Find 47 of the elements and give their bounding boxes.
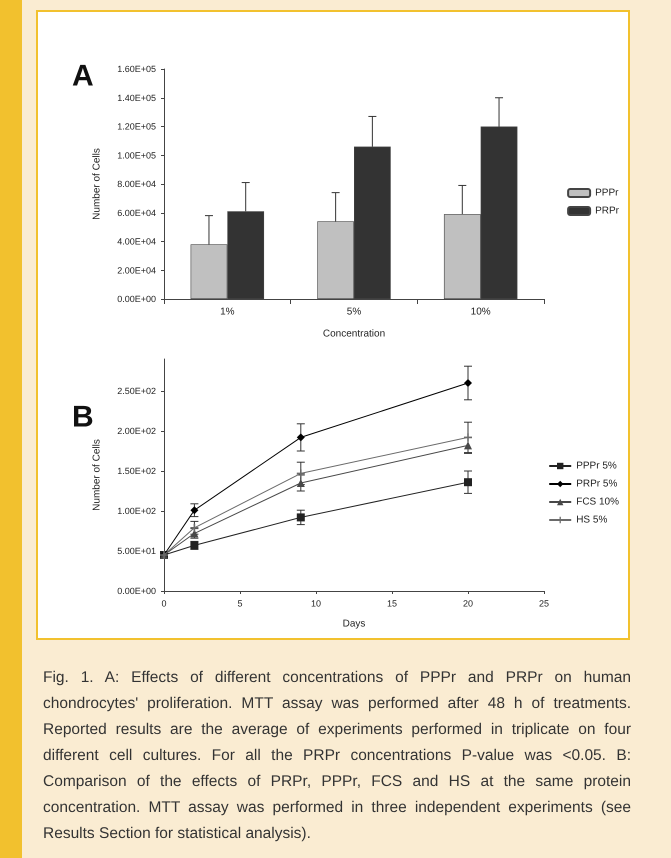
point xyxy=(464,478,472,486)
y-tick-label: 1.60E+05 xyxy=(117,64,156,74)
x-tick-label: 10 xyxy=(310,598,322,608)
x-tick-label: 5 xyxy=(237,598,243,608)
y-tick-label: 2.00E+04 xyxy=(117,265,156,276)
point xyxy=(190,524,198,532)
point xyxy=(296,433,305,442)
caption: Fig. 1. A: Effects of different concentrations of PPPr and PRPr on human chondrocytes' proliferation. MTT assay was performed after 48 h of treatments. Reported results are the average of experiments performed in triplicate on four different cell cultures. For all the PRPr concentrations P-value was <0.05. B: Comparison of the effects of PRPr, PPPr, FCS and HS at the same protein concentration. MTT assay was performed in three independent experiments (see Results Section for statistical analysis). xyxy=(43,668,631,844)
y-tick-label: 1.20E+05 xyxy=(117,122,156,132)
x-tick-label: 0 xyxy=(161,598,167,608)
point xyxy=(296,513,305,522)
y-tick-label: 6.00E+04 xyxy=(117,208,156,218)
y-tick-label: 4.00E+04 xyxy=(117,236,156,246)
legend-label: PPPr xyxy=(595,188,620,198)
x-tick-label: 20 xyxy=(462,598,474,608)
y-tick-label: 1.50E+02 xyxy=(117,466,156,476)
legend-label: FCS 10% xyxy=(576,496,620,508)
text: B xyxy=(72,400,94,434)
x-tick-label: 1% xyxy=(220,306,235,318)
y-axis-title: Number of Cells xyxy=(92,148,102,220)
y-tick-label: 5.00E+01 xyxy=(117,546,156,556)
legend-label: HS 5% xyxy=(576,514,608,526)
legend-label: PPPr 5% xyxy=(576,460,617,472)
y-tick-label: 1.00E+02 xyxy=(117,506,156,516)
x-axis-title: Days xyxy=(342,618,366,630)
y-tick-label: 0.00E+00 xyxy=(117,294,156,304)
y-tick-label: 1.40E+05 xyxy=(117,92,156,103)
point xyxy=(190,506,198,514)
point xyxy=(464,441,472,450)
point xyxy=(296,479,305,487)
x-tick-label: 10% xyxy=(470,306,491,318)
y-tick-label: 2.50E+02 xyxy=(117,386,156,396)
text: A xyxy=(72,60,94,92)
x-tick-label: 15 xyxy=(386,598,398,608)
x-tick-label: 25 xyxy=(538,598,550,608)
y-tick-label: 1.00E+05 xyxy=(117,150,156,160)
legend-label: PRPr 5% xyxy=(576,478,618,490)
y-tick-label: 8.00E+04 xyxy=(117,179,156,189)
legend-label: PRPr xyxy=(595,206,620,216)
point xyxy=(464,433,472,442)
x-tick-label: 5% xyxy=(346,306,362,318)
point xyxy=(296,469,305,478)
y-tick-label: 2.00E+02 xyxy=(117,426,156,436)
point xyxy=(464,379,472,387)
x-axis-title: Concentration xyxy=(322,328,386,340)
y-tick-label: 0.00E+00 xyxy=(117,586,156,596)
y-axis-title: Number of Cells xyxy=(92,439,102,511)
